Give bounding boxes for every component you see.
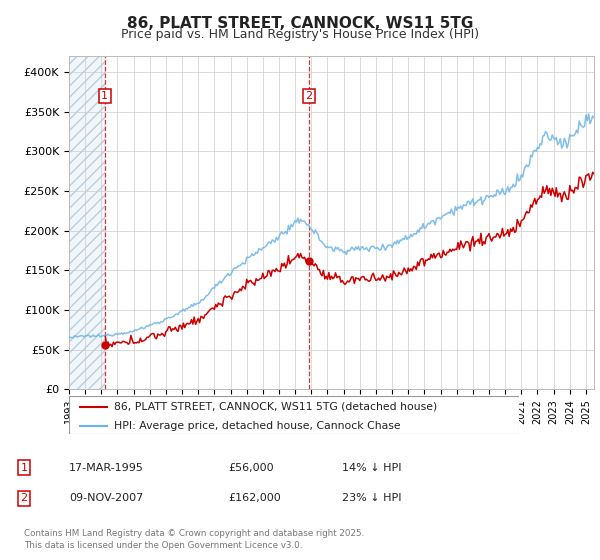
Text: 1: 1 [20, 463, 28, 473]
Text: £56,000: £56,000 [228, 463, 274, 473]
Text: 86, PLATT STREET, CANNOCK, WS11 5TG (detached house): 86, PLATT STREET, CANNOCK, WS11 5TG (det… [114, 402, 437, 412]
Text: 1: 1 [101, 91, 108, 101]
Text: Contains HM Land Registry data © Crown copyright and database right 2025.
This d: Contains HM Land Registry data © Crown c… [24, 529, 364, 550]
Text: 2: 2 [305, 91, 313, 101]
FancyBboxPatch shape [69, 396, 519, 434]
Text: 2: 2 [20, 493, 28, 503]
Bar [69, 56, 104, 389]
Text: Price paid vs. HM Land Registry's House Price Index (HPI): Price paid vs. HM Land Registry's House … [121, 28, 479, 41]
Text: 86, PLATT STREET, CANNOCK, WS11 5TG: 86, PLATT STREET, CANNOCK, WS11 5TG [127, 16, 473, 31]
Text: 09-NOV-2007: 09-NOV-2007 [69, 493, 143, 503]
Text: 23% ↓ HPI: 23% ↓ HPI [342, 493, 401, 503]
Text: 14% ↓ HPI: 14% ↓ HPI [342, 463, 401, 473]
Text: 17-MAR-1995: 17-MAR-1995 [69, 463, 144, 473]
Text: £162,000: £162,000 [228, 493, 281, 503]
Text: HPI: Average price, detached house, Cannock Chase: HPI: Average price, detached house, Cann… [114, 421, 401, 431]
Bar [69, 56, 104, 389]
